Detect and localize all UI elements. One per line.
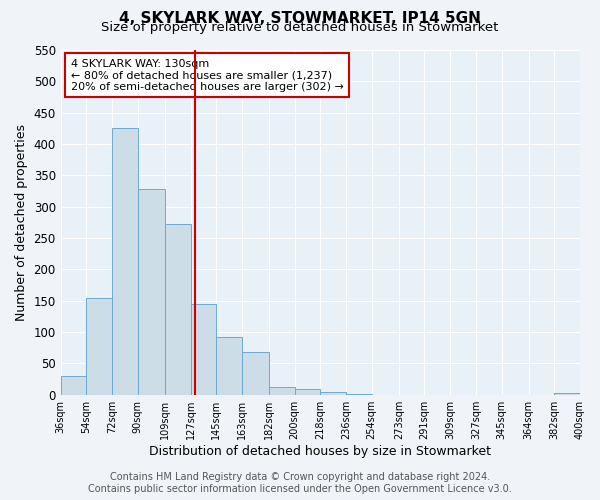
Text: Size of property relative to detached houses in Stowmarket: Size of property relative to detached ho…: [101, 22, 499, 35]
Text: 4, SKYLARK WAY, STOWMARKET, IP14 5GN: 4, SKYLARK WAY, STOWMARKET, IP14 5GN: [119, 11, 481, 26]
Bar: [86, 298, 112, 394]
Bar: [242, 352, 269, 395]
Bar: [138, 189, 165, 394]
Text: 4 SKYLARK WAY: 130sqm
← 80% of detached houses are smaller (1,237)
20% of semi-d: 4 SKYLARK WAY: 130sqm ← 80% of detached …: [71, 58, 344, 92]
Bar: [269, 386, 295, 394]
Bar: [295, 389, 320, 394]
Y-axis label: Number of detached properties: Number of detached properties: [15, 124, 28, 321]
Bar: [165, 224, 191, 394]
Bar: [554, 393, 580, 394]
Text: Contains HM Land Registry data © Crown copyright and database right 2024.
Contai: Contains HM Land Registry data © Crown c…: [88, 472, 512, 494]
Bar: [61, 376, 86, 394]
X-axis label: Distribution of detached houses by size in Stowmarket: Distribution of detached houses by size …: [149, 444, 491, 458]
Bar: [112, 128, 138, 394]
Bar: [191, 304, 216, 394]
Bar: [216, 337, 242, 394]
Bar: [320, 392, 346, 394]
